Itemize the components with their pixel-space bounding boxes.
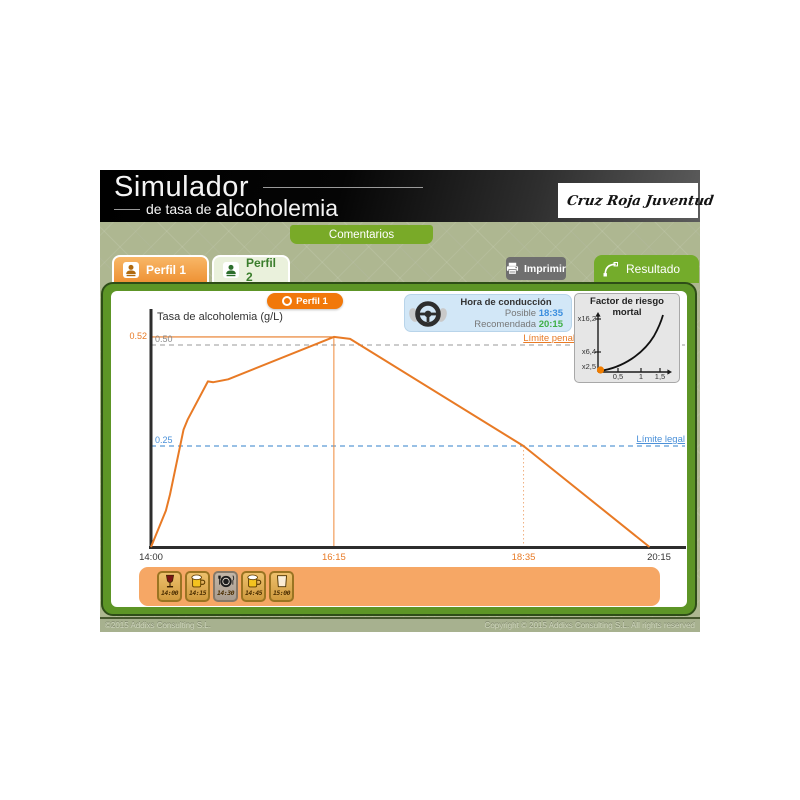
tab-perfil-2[interactable]: Perfil 2	[212, 255, 290, 284]
footer: ©2015 Addixs Consulting S.L. Copyright ©…	[100, 617, 700, 632]
driving-time-title: Hora de conducción	[460, 297, 552, 308]
title-main: Simulador	[114, 171, 250, 203]
tab-perfil-1-label: Perfil 1	[146, 263, 187, 277]
risk-y-tick: x6,4	[581, 347, 596, 356]
title-rule-small	[114, 209, 140, 210]
y-label-peak: 0.52	[129, 330, 147, 341]
recommended-value: 20:15	[538, 319, 563, 330]
steering-wheel-icon	[409, 301, 447, 327]
possible-value: 18:35	[538, 308, 563, 319]
risk-factor-box: Factor de riesgo mortal x	[574, 293, 680, 383]
title-sub-emphasis: alcoholemia	[215, 195, 339, 221]
penal-limit-label: Límite penal	[523, 333, 575, 344]
comments-button[interactable]: Comentarios	[290, 225, 433, 244]
footer-right: Copyright © 2015 Addixs Consulting S.L. …	[484, 621, 695, 630]
profile-badge[interactable]: Perfil 1	[267, 293, 343, 309]
print-button[interactable]: Imprimir	[506, 257, 566, 280]
x-tick-1400: 14:00	[139, 552, 163, 563]
drink-time: 15:00	[272, 589, 291, 597]
title-sub-prefix: de tasa de	[146, 201, 212, 217]
risk-x-tick: 1,5	[654, 372, 666, 381]
drink-button-beer[interactable]: 14:15	[185, 571, 210, 602]
result-panel: Perfil 1 Hora de conducción Posible	[101, 282, 697, 616]
drink-time: 14:45	[244, 589, 263, 597]
tab-resultado-label: Resultado	[626, 262, 681, 276]
cruz-roja-logo: Cruz Roja Juventud	[558, 183, 715, 218]
tab-perfil-1[interactable]: Perfil 1	[112, 255, 209, 283]
simulator-app: Simulador de tasa de alcoholemia Cruz Ro…	[100, 170, 715, 632]
food-plate-icon	[217, 575, 234, 588]
tall-glass-icon	[276, 575, 287, 588]
beer-mug-icon	[246, 574, 261, 588]
printer-icon	[506, 262, 519, 275]
possible-label: Posible	[504, 308, 537, 319]
risk-y-tick: x16,2	[577, 314, 596, 323]
tab-resultado[interactable]: Resultado	[594, 255, 699, 283]
x-tick-1835: 18:35	[511, 552, 536, 563]
x-tick-2015: 20:15	[647, 552, 671, 563]
recommended-time-row: Recomendada 20:15	[405, 319, 571, 330]
legal-limit-label: Límite legal	[636, 434, 685, 445]
result-curve-icon	[603, 261, 619, 276]
risk-x-tick: 0,5	[612, 372, 624, 381]
chart-area: Perfil 1 Hora de conducción Posible	[111, 291, 687, 607]
possible-time-row: Posible 18:35	[405, 308, 571, 319]
circle-dot-icon	[282, 296, 293, 306]
drink-button-glass[interactable]: 15:00	[269, 571, 294, 602]
wine-glass-icon	[165, 574, 174, 588]
x-tick-1615: 16:15	[321, 552, 346, 563]
y-label-legal: 0.25	[155, 435, 173, 445]
drink-time: 14:15	[188, 589, 207, 597]
risk-x-tick: 1	[638, 372, 644, 381]
recommended-label: Recomendada	[474, 319, 537, 330]
profile-badge-label: Perfil 1	[296, 295, 328, 307]
drinks-bar: 14:00 14:15	[139, 567, 660, 606]
profile-card-icon	[123, 262, 139, 278]
chart-title: Tasa de alcoholemia (g/L)	[157, 311, 283, 323]
header: Simulador de tasa de alcoholemia Cruz Ro…	[100, 170, 715, 222]
tab-perfil-2-label: Perfil 2	[246, 256, 277, 284]
drink-time: 14:00	[160, 589, 179, 597]
logo-text: Cruz Roja Juventud	[565, 192, 715, 209]
driving-time-box: Hora de conducción Posible 18:35 Recomen…	[404, 294, 572, 332]
drink-button-wine[interactable]: 14:00	[157, 571, 182, 602]
drink-button-beer-2[interactable]: 14:45	[241, 571, 266, 602]
profile-card-icon	[223, 262, 239, 278]
beer-mug-icon	[190, 574, 205, 588]
risk-factor-title: Factor de riesgo mortal	[590, 296, 664, 318]
drink-time: 14:30	[216, 589, 235, 597]
drink-button-food[interactable]: 14:30	[213, 571, 238, 602]
print-button-label: Imprimir	[523, 262, 566, 275]
footer-left: ©2015 Addixs Consulting S.L.	[105, 621, 211, 630]
risk-y-tick: x2,5	[581, 362, 596, 371]
app-title: Simulador de tasa de alcoholemia	[114, 171, 424, 221]
title-rule	[263, 187, 424, 188]
y-label-penal: 0.50	[155, 334, 173, 344]
